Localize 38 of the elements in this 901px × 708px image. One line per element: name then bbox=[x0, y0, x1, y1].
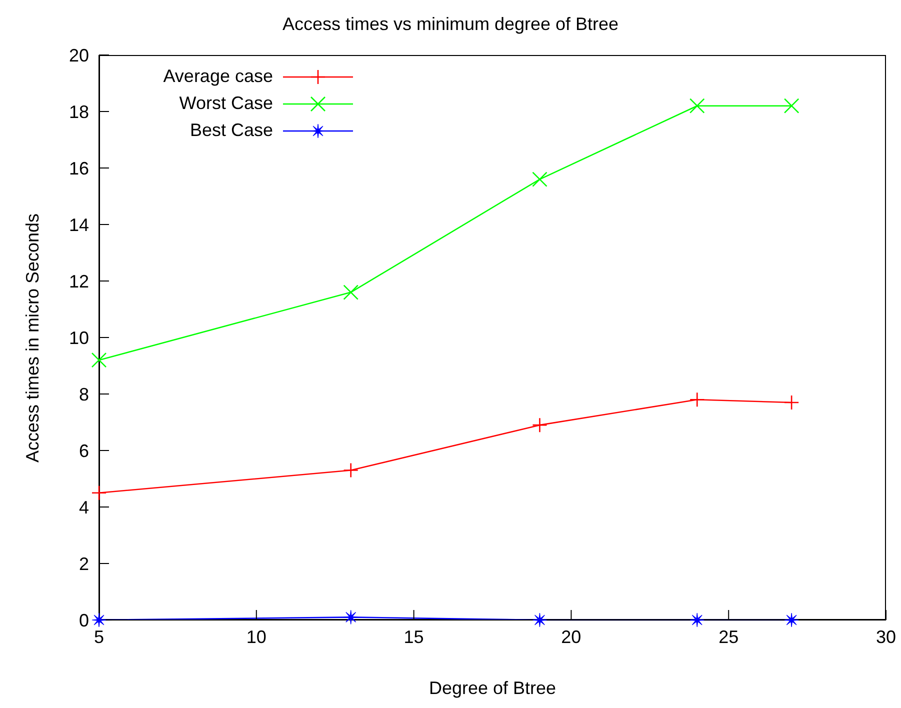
point bbox=[344, 610, 358, 624]
point bbox=[91, 352, 107, 368]
x-tick-label: 20 bbox=[561, 626, 582, 647]
point bbox=[92, 612, 106, 628]
x-tick-label: 30 bbox=[876, 626, 896, 647]
point bbox=[532, 612, 548, 628]
y-tick-label: 6 bbox=[78, 440, 89, 461]
x-tick-label: 10 bbox=[246, 626, 266, 647]
point bbox=[343, 284, 358, 300]
x-tick-label: 25 bbox=[718, 626, 739, 647]
y-tick-label: 16 bbox=[68, 158, 89, 178]
point bbox=[689, 392, 705, 408]
x-tick-label: 15 bbox=[404, 626, 424, 647]
x-tick-label: 5 bbox=[94, 626, 104, 647]
y-tick-label: 10 bbox=[68, 328, 89, 348]
y-axis-title: Access times in micro Seconds bbox=[22, 213, 44, 463]
y-tick-label: 18 bbox=[68, 102, 89, 122]
y-tick-label: 4 bbox=[78, 497, 89, 518]
chart-title: Access times vs minimum degree of Btree bbox=[281, 14, 620, 35]
point bbox=[343, 462, 358, 478]
y-tick-label: 2 bbox=[78, 554, 89, 574]
point bbox=[784, 612, 799, 628]
y-tick-label: 0 bbox=[78, 610, 89, 630]
point bbox=[532, 172, 548, 187]
legend-label: Average case bbox=[162, 66, 273, 87]
legend-label: Best Case bbox=[188, 120, 273, 141]
y-tick-label: 12 bbox=[68, 271, 89, 292]
y-tick-label: 20 bbox=[68, 45, 89, 66]
point bbox=[91, 485, 107, 501]
legend-label: Worst Case bbox=[178, 93, 273, 114]
point bbox=[690, 612, 704, 628]
point bbox=[784, 394, 800, 410]
point bbox=[784, 98, 800, 114]
y-tick-label: 14 bbox=[68, 214, 89, 235]
point bbox=[689, 98, 705, 114]
x-axis-title: Degree of Btree bbox=[428, 678, 558, 699]
point bbox=[532, 417, 548, 433]
y-tick-label: 8 bbox=[78, 384, 89, 404]
